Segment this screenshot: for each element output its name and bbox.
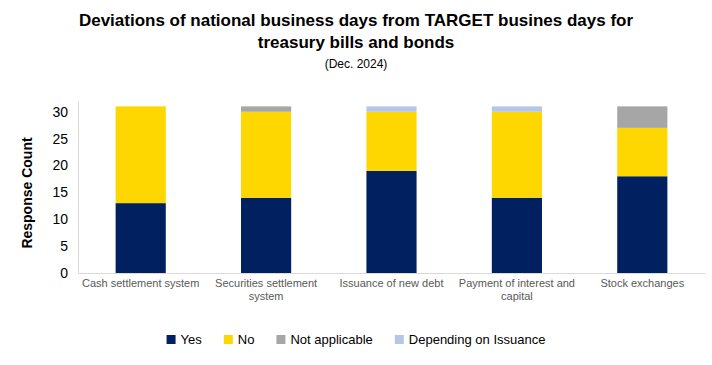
bar <box>241 106 291 111</box>
bar <box>116 106 166 107</box>
bar <box>366 112 416 171</box>
bar <box>241 112 291 198</box>
legend-swatch <box>276 335 285 344</box>
legend-label: Not applicable <box>290 332 372 347</box>
tick: Stock exchanges <box>600 273 684 289</box>
bar <box>116 106 166 107</box>
bar <box>366 106 416 111</box>
subtitle: (Dec. 2024) <box>325 57 388 71</box>
bar <box>241 106 291 107</box>
tick: Cash settlement system <box>82 273 199 289</box>
axis-title: Response Count <box>19 137 35 249</box>
tick: 30 <box>52 104 78 120</box>
tick-label: Payment of interest andcapital <box>459 277 575 302</box>
bar <box>617 106 667 128</box>
legend-label: Depending on Issuance <box>409 332 546 347</box>
tick-label: Issuance of new debt <box>340 277 444 289</box>
series <box>241 106 667 128</box>
bars <box>116 106 668 273</box>
bar <box>492 112 542 198</box>
tick: 5 <box>60 238 78 254</box>
legend-swatch <box>167 335 176 344</box>
series <box>116 171 668 273</box>
tick-label: 10 <box>52 211 68 227</box>
tick: 15 <box>52 184 78 200</box>
axis-line <box>79 273 706 274</box>
bar <box>617 106 667 107</box>
tick: Issuance of new debt <box>340 273 444 289</box>
bar <box>492 106 542 111</box>
tick: Securities settlementsystem <box>215 273 317 302</box>
tick-label: 20 <box>52 157 68 173</box>
series <box>116 106 668 203</box>
legend-label: No <box>238 332 255 347</box>
legend-swatch <box>224 335 233 344</box>
tick-label: Securities settlementsystem <box>215 277 317 302</box>
series <box>366 106 542 111</box>
bar <box>116 106 166 203</box>
tick: 25 <box>52 131 78 147</box>
bar <box>366 171 416 273</box>
tick-label: 15 <box>52 184 68 200</box>
chart: Deviations of national business days fro… <box>0 0 712 365</box>
legend: Yes No Not applicable Depending on Issuance <box>167 332 546 347</box>
legend-label: Yes <box>181 332 203 347</box>
axis-line <box>78 102 79 274</box>
tick: 20 <box>52 157 78 173</box>
bar <box>116 203 166 273</box>
bar <box>617 128 667 176</box>
title: Deviations of national business days fro… <box>79 11 634 52</box>
tick-label: 30 <box>52 104 68 120</box>
tick-label: 5 <box>60 238 68 254</box>
tick-label: 25 <box>52 131 68 147</box>
tick-label: Cash settlement system <box>82 277 199 289</box>
tick: Payment of interest andcapital <box>459 273 575 302</box>
legend-item: Depending on Issuance <box>395 332 546 347</box>
tick-label: Stock exchanges <box>600 277 684 289</box>
y-axis: 0 5 10 15 20 25 30 <box>52 102 78 281</box>
x-axis: Cash settlement system Securities settlem… <box>79 273 706 302</box>
legend-swatch <box>395 335 404 344</box>
legend-item: Not applicable <box>276 332 372 347</box>
bar <box>492 198 542 273</box>
bar <box>617 176 667 273</box>
legend-item: Yes <box>167 332 203 347</box>
tick: 10 <box>52 211 78 227</box>
tick-label: 0 <box>60 265 68 281</box>
legend-item: No <box>224 332 255 347</box>
bar <box>241 198 291 273</box>
tick: 0 <box>60 265 78 281</box>
